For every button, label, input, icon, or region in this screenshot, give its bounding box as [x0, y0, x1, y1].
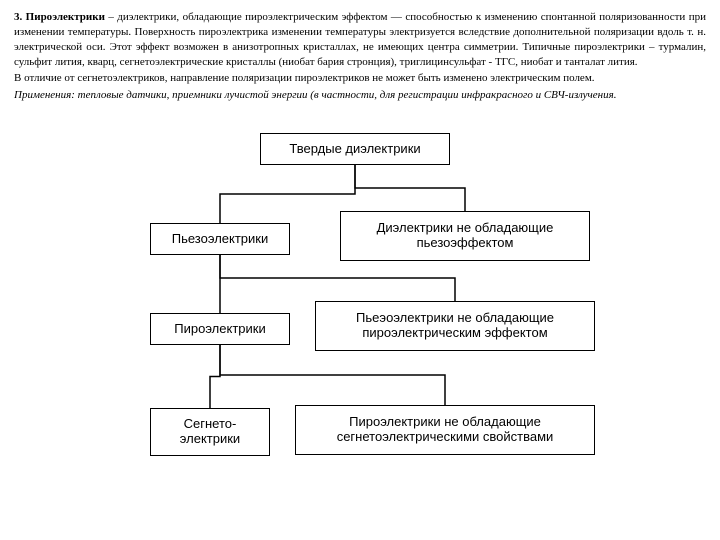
node-ferroelectrics: Сегнето-электрики — [150, 408, 270, 456]
app-text: тепловые датчики, приемники лучистой эне… — [75, 89, 617, 101]
node-no-piezo: Диэлектрики не обладающие пьезоэффектом — [340, 211, 590, 261]
paragraph-app: Применения: тепловые датчики, приемники … — [14, 88, 706, 103]
app-heading: Применения: — [14, 89, 75, 101]
body-text: – диэлектрики, обладающие пироэлектричес… — [14, 11, 706, 68]
node-pyro-no-ferro: Пироэлектрики не обладающие сегнетоэлект… — [295, 405, 595, 455]
hierarchy-diagram: Твердые диэлектрики Пьезоэлектрики Диэле… — [120, 133, 600, 493]
heading: 3. Пироэлектрики — [14, 11, 105, 23]
node-solid-dielectrics: Твердые диэлектрики — [260, 133, 450, 165]
node-piezoelectrics: Пьезоэлектрики — [150, 223, 290, 255]
node-piezo-no-pyro: Пьеэоэлектрики не обладающие пироэлектри… — [315, 301, 595, 351]
paragraph-main: 3. Пироэлектрики – диэлектрики, обладающ… — [14, 10, 706, 69]
node-pyroelectrics: Пироэлектрики — [150, 313, 290, 345]
paragraph-note: В отличие от сегнетоэлектриков, направле… — [14, 71, 706, 86]
